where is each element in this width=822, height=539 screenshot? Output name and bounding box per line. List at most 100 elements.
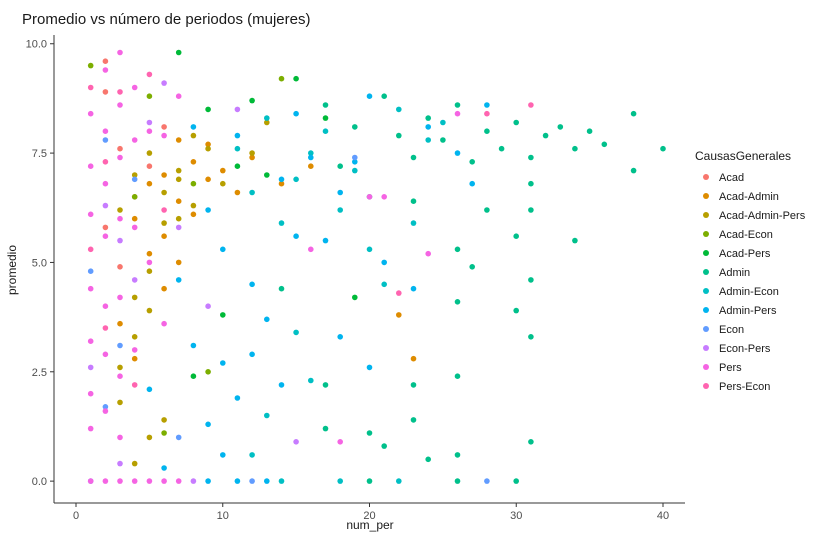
legend-title: CausasGenerales: [695, 149, 791, 163]
point-admin: [410, 382, 417, 388]
point-acad: [161, 124, 167, 130]
point-pers: [102, 67, 109, 73]
point-acad-admin: [175, 259, 182, 266]
point-acad-admin: [190, 211, 197, 218]
point-acad-admin-pers: [146, 434, 153, 441]
legend: CausasGenerales Acad Acad-Admin Acad-Admin…: [695, 149, 806, 393]
point-pers: [87, 285, 94, 292]
legend-key-admin-econ: [703, 288, 709, 294]
y-tick-label: 5.0: [32, 257, 47, 269]
point-admin: [322, 425, 329, 432]
legend-label-econ-pers: Econ-Pers: [719, 343, 771, 355]
point-pers: [161, 132, 167, 139]
legend-label-acad: Acad: [719, 172, 744, 184]
point-pers: [102, 128, 109, 134]
point-pers: [337, 439, 344, 445]
point-acad-admin: [190, 159, 197, 165]
point-acad-admin-pers: [205, 145, 211, 152]
point-pers: [102, 180, 109, 187]
point-econ: [249, 478, 255, 484]
point-admin-pers: [146, 386, 153, 393]
point-pers: [131, 137, 138, 143]
point-admin-econ: [264, 115, 270, 121]
legend-label-econ: Econ: [719, 324, 744, 336]
point-admin: [572, 237, 578, 244]
point-pers: [175, 93, 182, 99]
legend-key-acad-admin-pers: [703, 212, 709, 218]
point-admin-pers: [220, 360, 226, 366]
point-admin-econ: [308, 150, 314, 156]
point-admin: [469, 159, 476, 165]
x-tick-label: 20: [363, 510, 375, 522]
point-admin-pers: [410, 285, 417, 292]
point-admin-pers: [220, 452, 226, 458]
point-econ-pers: [205, 303, 211, 310]
y-tick-label: 7.5: [32, 148, 47, 160]
point-admin-pers: [249, 351, 255, 358]
point-pers: [117, 215, 123, 222]
point-admin: [454, 102, 461, 108]
point-admin: [484, 207, 490, 213]
point-acad-admin-pers: [117, 364, 123, 371]
point-admin: [513, 307, 519, 314]
point-econ-pers: [117, 460, 123, 467]
point-admin-econ: [352, 167, 358, 174]
point-econ: [131, 176, 138, 183]
point-acad-pers: [234, 163, 241, 169]
point-admin-pers: [205, 478, 211, 484]
point-pers: [117, 102, 123, 108]
point-admin: [322, 102, 329, 108]
point-pers: [308, 246, 314, 253]
point-admin: [366, 430, 373, 436]
point-acad-admin: [161, 172, 167, 178]
point-admin-pers: [293, 233, 299, 239]
point-admin-econ: [322, 128, 329, 134]
x-ticks: 0 10 20 30 40: [73, 503, 669, 522]
point-acad-admin-pers: [190, 132, 197, 139]
legend-label-acad-econ: Acad-Econ: [719, 229, 773, 241]
point-acad-admin-pers: [264, 119, 270, 126]
point-admin-econ: [366, 246, 373, 253]
point-admin-econ: [337, 478, 344, 484]
point-pers: [117, 154, 123, 161]
point-pers-econ: [102, 159, 109, 165]
point-admin-pers: [190, 342, 197, 349]
point-acad-admin: [161, 233, 167, 239]
point-pers: [146, 478, 153, 484]
point-pers-econ: [87, 84, 94, 91]
point-pers: [87, 390, 94, 397]
point-acad-admin-pers: [131, 172, 138, 178]
point-pers: [131, 347, 138, 353]
point-pers: [87, 163, 94, 169]
point-admin: [586, 128, 593, 134]
point-econ: [117, 342, 123, 349]
y-tick-label: 0.0: [32, 476, 47, 488]
point-pers: [102, 408, 109, 414]
point-acad: [117, 145, 123, 152]
point-acad-admin-pers: [146, 268, 153, 275]
point-admin-pers: [220, 246, 226, 253]
point-acad-pers: [190, 373, 197, 380]
point-admin: [454, 246, 461, 253]
point-econ: [484, 478, 490, 484]
y-tick-label: 2.5: [32, 367, 47, 379]
point-admin-econ: [278, 478, 285, 484]
point-pers: [146, 259, 153, 266]
point-pers: [131, 478, 138, 484]
point-acad-admin: [175, 198, 182, 204]
point-admin: [410, 154, 417, 161]
point-admin-pers: [308, 154, 314, 161]
point-admin-pers: [337, 189, 344, 196]
point-acad-admin: [131, 355, 138, 362]
point-pers-econ: [528, 102, 534, 108]
point-acad-econ: [146, 93, 153, 99]
point-acad-pers: [220, 312, 226, 318]
point-acad-admin: [117, 320, 123, 327]
point-econ-pers: [87, 364, 94, 371]
point-econ-pers: [146, 119, 153, 126]
legend-label-acad-admin: Acad-Admin: [719, 191, 779, 203]
point-pers: [161, 478, 167, 484]
point-pers-econ: [102, 325, 109, 331]
point-acad-admin: [161, 285, 167, 292]
